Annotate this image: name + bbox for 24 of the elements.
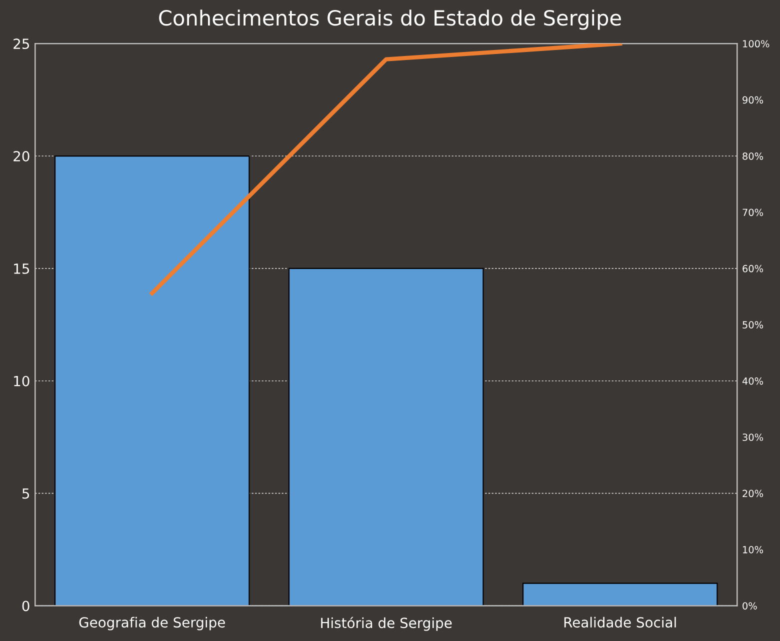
x-tick-label: Geografia de Sergipe (79, 616, 225, 630)
y2-tick-label: 50% (742, 321, 764, 328)
x-tick-label: Realidade Social (564, 616, 676, 628)
bar (54, 155, 250, 606)
y2-tick-label: 90% (742, 96, 764, 104)
y2-tick-label: 100% (743, 40, 770, 48)
y2-tick-label: 20% (742, 490, 764, 498)
y2-tick-label: 40% (742, 377, 764, 385)
y2-tick-label: 30% (742, 434, 764, 441)
y-tick-label: 25 (14, 38, 30, 50)
chart-title: Conhecimentos Gerais do Estado de Sergipe (159, 10, 621, 30)
y-tick-label: 15 (14, 264, 30, 274)
y-tick-label: 20 (14, 150, 30, 162)
x-tick-label: História de Sergipe (321, 616, 452, 631)
bar (288, 268, 484, 606)
y2-tick-label: 0% (742, 602, 757, 610)
y-tick-label: 0 (22, 600, 30, 612)
y2-tick-label: 60% (742, 264, 764, 272)
y-tick-label: 10 (14, 376, 30, 386)
bar (522, 582, 718, 606)
y2-tick-label: 70% (742, 208, 764, 216)
y2-tick-label: 80% (742, 152, 764, 160)
y-tick-label: 5 (22, 488, 30, 499)
y2-tick-label: 10% (743, 546, 764, 554)
